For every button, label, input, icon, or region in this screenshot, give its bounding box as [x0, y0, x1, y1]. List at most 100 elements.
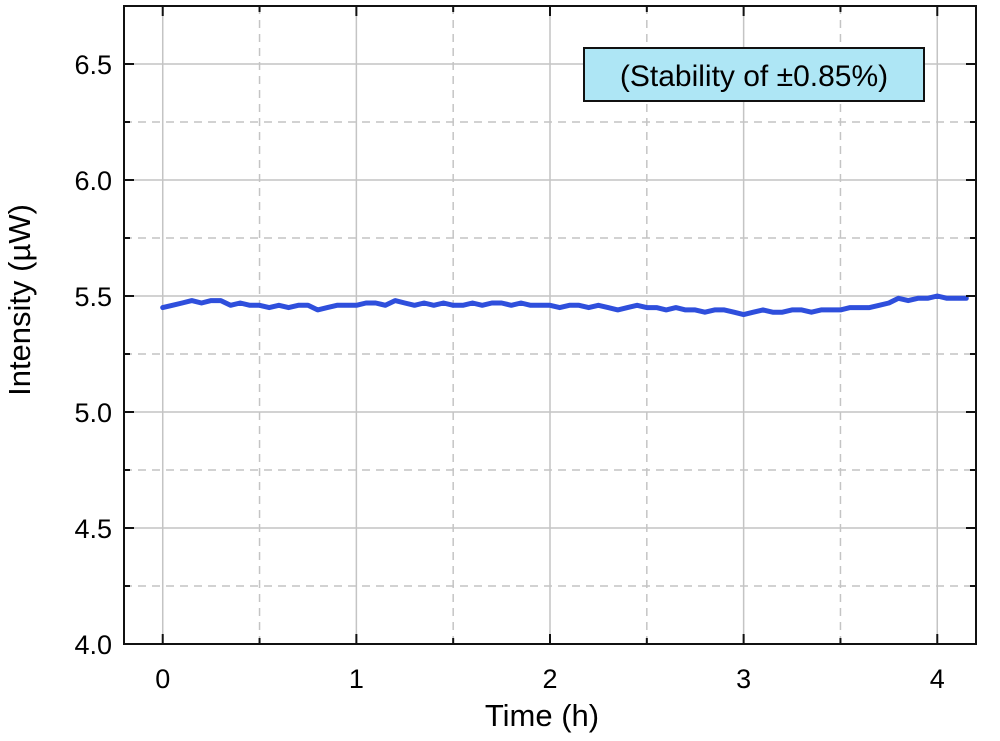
data-point	[886, 300, 891, 305]
data-point	[857, 305, 862, 310]
data-point	[518, 300, 523, 305]
x-tick-label: 2	[542, 664, 557, 694]
data-point	[935, 294, 940, 298]
data-point	[654, 305, 659, 310]
data-point	[915, 296, 920, 301]
data-point	[373, 300, 378, 305]
data-point	[877, 303, 882, 308]
data-point	[673, 305, 678, 310]
data-point	[577, 303, 582, 308]
data-point	[867, 305, 872, 310]
data-point	[451, 303, 456, 308]
data-point	[809, 310, 814, 315]
data-point	[954, 296, 959, 301]
data-point	[944, 296, 949, 301]
data-point	[538, 303, 543, 308]
data-point	[480, 303, 485, 308]
data-point	[489, 300, 494, 305]
data-point	[218, 298, 223, 303]
data-point	[780, 310, 785, 315]
data-point	[799, 307, 804, 312]
data-point	[431, 303, 436, 308]
data-point	[896, 296, 901, 301]
data-point	[819, 307, 824, 312]
data-point	[925, 296, 930, 301]
data-point	[509, 303, 514, 308]
data-point	[683, 307, 688, 312]
data-point	[528, 303, 533, 308]
intensity-series-line	[160, 293, 969, 318]
data-point	[548, 303, 552, 308]
data-point	[635, 303, 640, 308]
data-point	[702, 310, 707, 315]
data-point	[393, 298, 398, 303]
data-point	[586, 305, 591, 310]
data-point	[790, 307, 795, 312]
data-point	[364, 300, 369, 305]
data-point	[325, 305, 330, 310]
data-point	[848, 305, 853, 310]
data-point	[160, 305, 165, 310]
data-point	[828, 307, 833, 312]
x-axis-label: Time (h)	[485, 698, 599, 733]
data-point	[354, 303, 359, 308]
data-point	[199, 300, 204, 305]
data-point	[838, 307, 843, 312]
annotation-text: (Stability of ±0.85%)	[620, 60, 888, 93]
data-point	[964, 296, 969, 301]
data-point	[180, 300, 185, 305]
x-tick-label: 1	[349, 664, 364, 694]
data-point	[460, 303, 465, 308]
x-tick-label: 4	[930, 664, 945, 694]
data-point	[557, 305, 562, 310]
data-point	[596, 303, 601, 308]
annotation-box: (Stability of ±0.85%)	[583, 47, 925, 102]
data-point	[170, 303, 175, 308]
data-point	[422, 300, 427, 305]
axis-ticks	[124, 6, 976, 645]
data-point	[383, 303, 388, 308]
y-tick-label: 5.5	[74, 282, 112, 312]
data-point	[615, 307, 620, 312]
data-point	[228, 303, 233, 308]
series-layer	[160, 293, 969, 318]
data-point	[770, 310, 775, 315]
y-axis-label: Intensity (µW)	[2, 204, 37, 396]
y-tick-label: 5.0	[74, 398, 112, 428]
data-point	[335, 303, 339, 308]
data-point	[906, 298, 911, 303]
data-point	[209, 298, 214, 303]
data-point	[412, 303, 417, 308]
data-point	[315, 307, 320, 312]
data-point	[731, 310, 736, 315]
data-point	[286, 305, 291, 310]
data-point	[664, 307, 669, 312]
data-point	[644, 305, 649, 310]
data-point	[238, 300, 243, 305]
x-tick-label: 3	[736, 664, 751, 694]
y-tick-label: 6.0	[74, 166, 112, 196]
annotation-background	[583, 47, 925, 102]
y-tick-label: 4.0	[74, 630, 112, 660]
data-point	[441, 300, 446, 305]
data-point	[741, 312, 746, 317]
data-point	[296, 303, 301, 308]
data-point	[751, 310, 756, 315]
data-point	[257, 303, 262, 308]
data-point	[499, 300, 504, 305]
y-tick-label: 6.5	[74, 50, 112, 80]
data-point	[189, 298, 194, 303]
data-point	[305, 303, 310, 308]
data-point	[402, 300, 407, 305]
data-point	[470, 300, 475, 305]
data-point	[247, 303, 252, 308]
data-point	[567, 303, 572, 308]
tick-labels: 0 1 2 3 4 4.0 4.5 5.0 5.5 6.0 6.5	[74, 50, 944, 694]
data-point	[267, 305, 272, 310]
data-point	[722, 307, 727, 312]
data-point	[276, 303, 281, 308]
x-tick-label: 0	[155, 664, 170, 694]
data-point	[606, 305, 611, 310]
data-point	[712, 307, 717, 312]
